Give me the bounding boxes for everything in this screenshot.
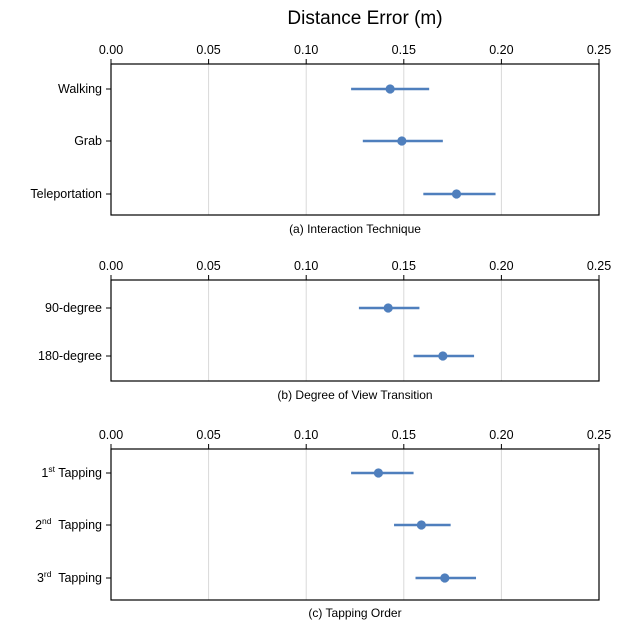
category-label-main: Grab: [74, 134, 102, 148]
x-tick-label: 0.25: [587, 43, 611, 57]
category-label-superscript: nd: [42, 516, 52, 526]
x-tick-label: 0.10: [294, 43, 318, 57]
category-label: 3rd Tapping: [37, 569, 102, 585]
x-tick-label: 0.20: [489, 43, 513, 57]
panel-subtitle: (c) Tapping Order: [308, 606, 401, 620]
category-label-suffix: Tapping: [51, 571, 102, 585]
category-label-main: 2: [35, 518, 42, 532]
category-label-main: Teleportation: [30, 187, 102, 201]
category-label-main: 1: [41, 466, 48, 480]
mean-point: [385, 84, 395, 94]
x-tick-label: 0.20: [489, 259, 513, 273]
category-label-superscript: st: [48, 464, 55, 474]
mean-point: [397, 136, 407, 146]
plot-frame: [110, 63, 600, 216]
plot-frame: [110, 279, 600, 382]
panel-2: 0.00 0.05 0.10 0.15 0.20 0.25 90-degree 180-deg…: [38, 259, 611, 402]
panel-subtitle: (b) Degree of View Transition: [277, 388, 432, 402]
x-tick-label: 0.15: [392, 43, 416, 57]
x-tick-label: 0.05: [196, 43, 220, 57]
x-tick-label: 0.00: [99, 428, 123, 442]
mean-point: [438, 351, 448, 361]
mean-point: [373, 468, 384, 478]
category-label: 90-degree: [45, 301, 102, 315]
x-tick-label: 0.00: [99, 43, 123, 57]
x-tick-label: 0.10: [294, 428, 318, 442]
category-label: 180-degree: [38, 349, 102, 363]
panel-subtitle: (a) Interaction Technique: [289, 222, 421, 236]
category-label: 1st Tapping: [41, 464, 102, 480]
x-tick-label: 0.10: [294, 259, 318, 273]
mean-point: [416, 520, 426, 530]
mean-point: [451, 189, 462, 199]
category-label-main: 3: [37, 571, 44, 585]
figure-title: Distance Error (m): [287, 8, 442, 29]
panel-1: 0.00 0.05 0.10 0.15 0.20 0.25 Walking Grab Telep…: [30, 43, 611, 236]
category-label: 2nd Tapping: [35, 516, 102, 532]
x-tick-label: 0.05: [196, 428, 220, 442]
mean-point: [383, 303, 393, 313]
x-tick-label: 0.20: [489, 428, 513, 442]
plot-frame: [110, 448, 600, 601]
category-label: Teleportation: [30, 187, 102, 201]
x-tick-label: 0.25: [587, 428, 611, 442]
category-label: Walking: [58, 82, 102, 96]
x-tick-label: 0.05: [196, 259, 220, 273]
x-tick-label: 0.25: [587, 259, 611, 273]
category-label-main: 180-degree: [38, 349, 102, 363]
x-tick-label: 0.15: [392, 259, 416, 273]
category-label-suffix: Tapping: [51, 518, 102, 532]
x-tick-label: 0.15: [392, 428, 416, 442]
category-label-main: Walking: [58, 82, 102, 96]
category-label-main: 90-degree: [45, 301, 102, 315]
category-label-suffix: Tapping: [55, 466, 102, 480]
category-label-superscript: rd: [44, 569, 52, 579]
category-label: Grab: [74, 134, 102, 148]
x-tick-label: 0.00: [99, 259, 123, 273]
mean-point: [440, 573, 450, 583]
